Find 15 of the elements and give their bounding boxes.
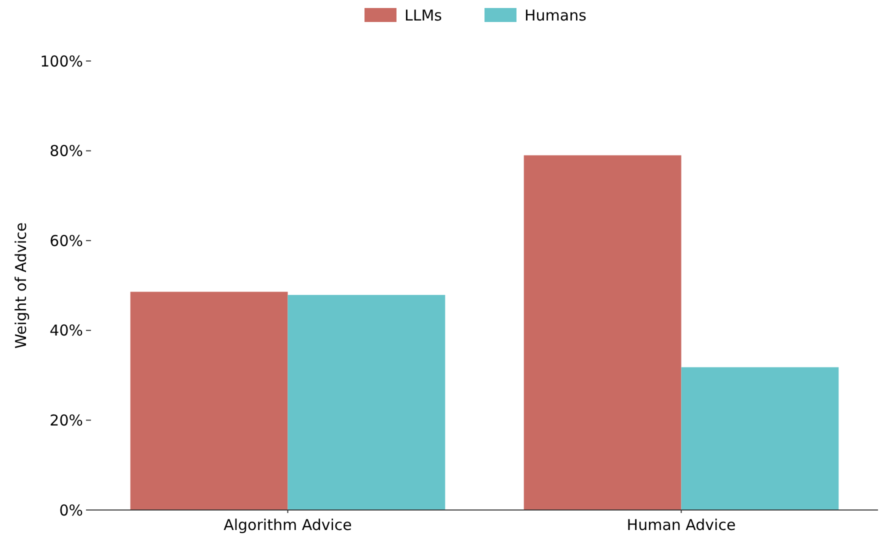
x-tick-label: Algorithm Advice: [224, 516, 352, 534]
bar: [288, 294, 446, 510]
x-tick-label: Human Advice: [626, 516, 736, 534]
legend-label: LLMs: [404, 6, 442, 24]
bar: [681, 367, 839, 510]
y-axis-title: Weight of Advice: [12, 222, 30, 349]
y-tick-label: 60%: [50, 232, 83, 250]
y-tick-label: 100%: [40, 52, 83, 70]
y-tick-label: 40%: [50, 322, 83, 340]
bar: [524, 155, 682, 510]
legend-label: Humans: [524, 6, 587, 24]
bar: [130, 292, 288, 510]
y-tick-label: 0%: [59, 501, 83, 520]
y-tick-label: 80%: [50, 142, 83, 160]
y-tick-label: 20%: [50, 411, 83, 430]
